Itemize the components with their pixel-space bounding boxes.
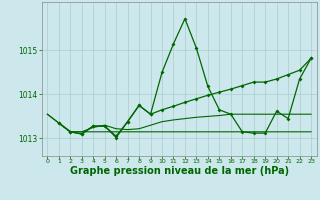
X-axis label: Graphe pression niveau de la mer (hPa): Graphe pression niveau de la mer (hPa) [70, 166, 289, 176]
